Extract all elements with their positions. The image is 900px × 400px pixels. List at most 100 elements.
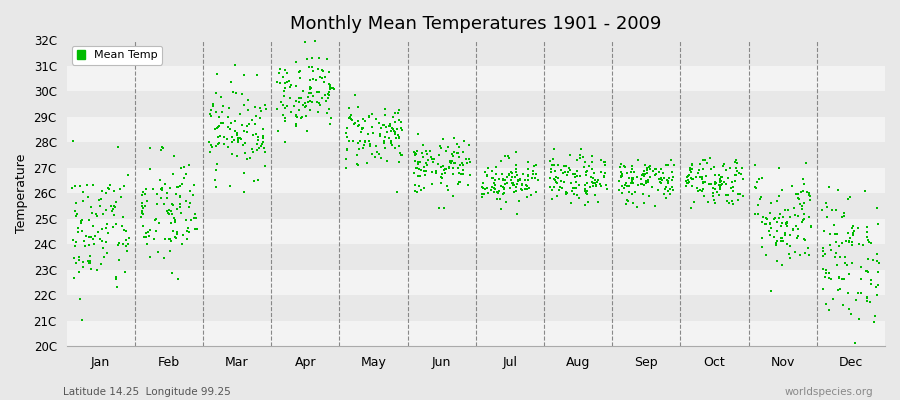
Point [342, 104, 356, 111]
Point [527, 163, 542, 170]
Point [410, 165, 424, 171]
Point [253, 115, 267, 122]
Point [584, 174, 598, 180]
Bar [67, 66, 885, 91]
Point [373, 131, 387, 138]
Point [155, 187, 169, 193]
Point [778, 207, 792, 213]
Point [455, 149, 470, 155]
Point [159, 190, 174, 196]
Point [797, 236, 812, 243]
Point [164, 220, 178, 226]
Point [210, 124, 224, 131]
Point [860, 234, 874, 240]
Point [658, 186, 672, 192]
Point [852, 316, 867, 322]
Point [690, 188, 705, 194]
Point [460, 160, 474, 166]
Point [446, 158, 460, 164]
Point [683, 167, 698, 174]
Point [526, 171, 540, 178]
Point [76, 217, 90, 223]
Point [292, 99, 306, 105]
Point [626, 200, 640, 206]
Point [842, 234, 857, 241]
Point [783, 232, 797, 238]
Point [704, 166, 718, 172]
Point [797, 199, 812, 206]
Point [228, 127, 242, 134]
Point [870, 292, 885, 298]
Point [501, 170, 516, 177]
Point [289, 98, 303, 104]
Point [662, 186, 677, 192]
Point [868, 313, 882, 319]
Point [748, 210, 762, 217]
Point [111, 242, 125, 249]
Point [866, 256, 880, 263]
Point [392, 117, 406, 123]
Point [618, 182, 633, 188]
Point [437, 165, 452, 172]
Point [818, 301, 832, 307]
Point [364, 150, 379, 157]
Point [250, 140, 265, 147]
Point [323, 84, 338, 90]
Point [681, 172, 696, 178]
Point [791, 226, 806, 232]
Point [529, 162, 544, 168]
Point [787, 227, 801, 233]
Point [377, 134, 392, 140]
Point [364, 143, 378, 149]
Point [441, 144, 455, 150]
Point [152, 177, 166, 183]
Point [629, 203, 643, 210]
Point [791, 195, 806, 201]
Point [491, 188, 506, 194]
Point [693, 160, 707, 167]
Point [412, 166, 427, 172]
Point [755, 214, 770, 220]
Point [774, 223, 788, 229]
Point [696, 186, 710, 192]
Point [838, 253, 852, 260]
Point [622, 183, 636, 189]
Point [586, 175, 600, 182]
Point [203, 142, 218, 148]
Point [834, 240, 849, 246]
Point [525, 175, 539, 182]
Point [800, 188, 814, 195]
Point [366, 130, 381, 136]
Point [94, 261, 109, 268]
Point [84, 234, 98, 240]
Point [655, 170, 670, 176]
Point [571, 156, 585, 163]
Point [487, 182, 501, 188]
Point [653, 180, 668, 187]
Point [490, 196, 504, 202]
Point [178, 198, 193, 204]
Point [419, 167, 434, 174]
Point [759, 215, 773, 221]
Point [835, 275, 850, 282]
Point [860, 295, 874, 302]
Point [699, 160, 714, 166]
Point [779, 219, 794, 225]
Point [109, 276, 123, 282]
Point [724, 185, 739, 192]
Point [418, 168, 432, 174]
Point [614, 161, 628, 167]
Point [283, 95, 297, 101]
Point [67, 255, 81, 261]
Point [642, 164, 656, 170]
Point [719, 167, 733, 173]
Point [758, 221, 772, 228]
Point [237, 170, 251, 176]
Point [368, 143, 382, 149]
Point [842, 270, 857, 277]
Point [843, 194, 858, 200]
Point [372, 151, 386, 157]
Point [578, 188, 592, 194]
Point [560, 190, 574, 196]
Point [221, 124, 236, 130]
